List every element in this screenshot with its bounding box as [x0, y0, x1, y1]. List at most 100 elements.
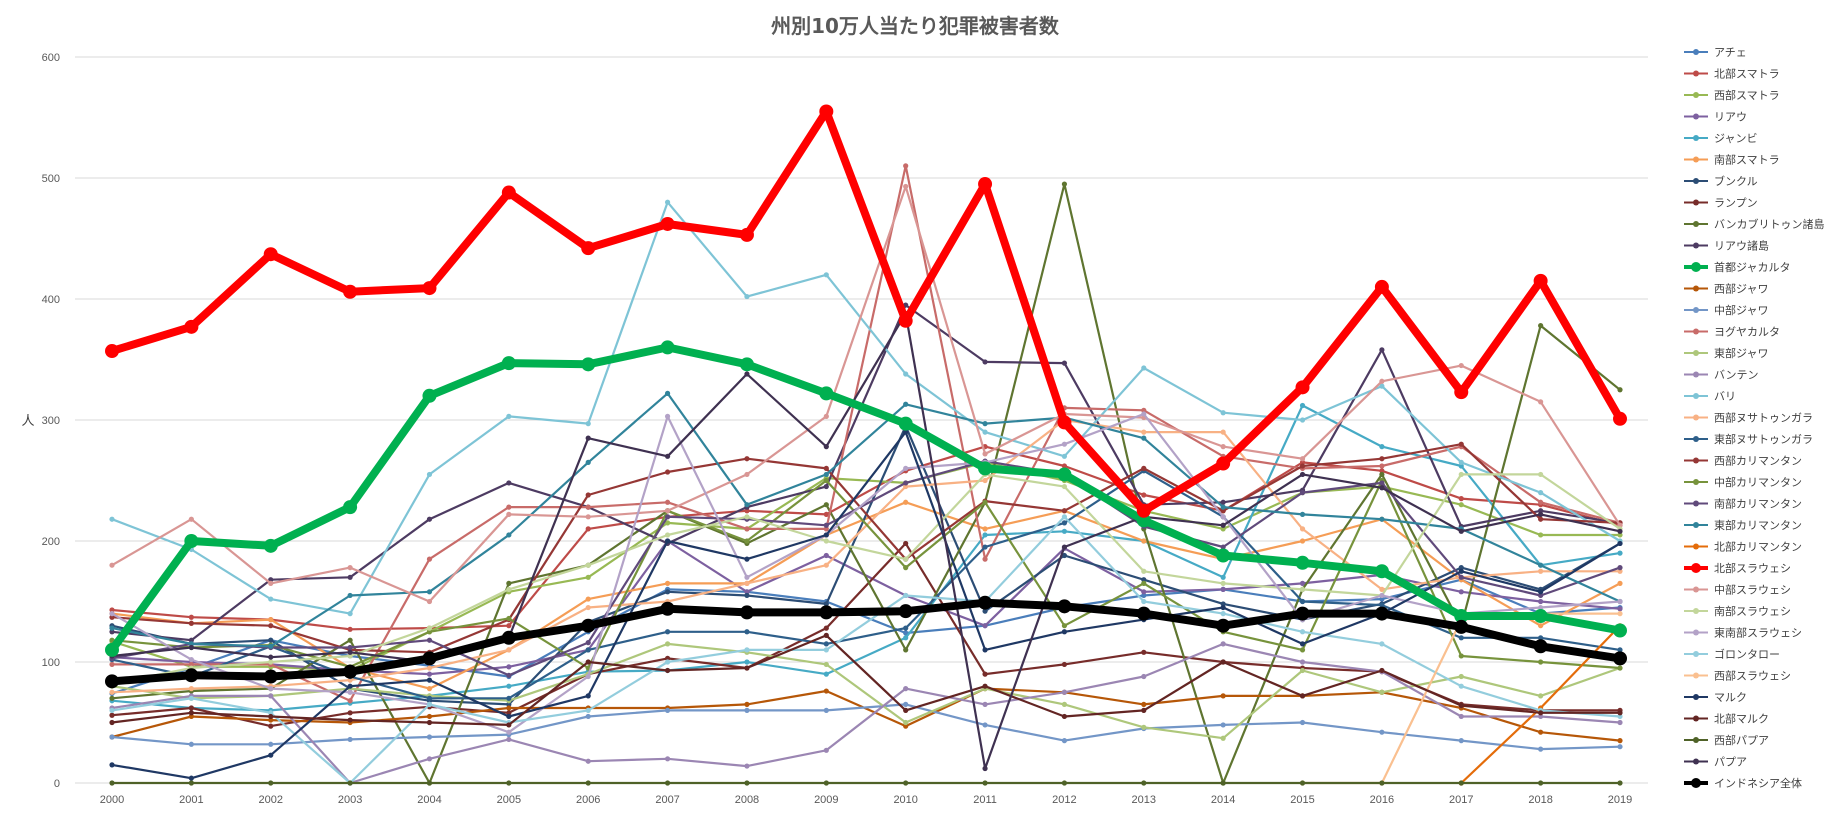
- legend-item: リアウ: [1684, 111, 1747, 124]
- data-point: [1538, 471, 1544, 478]
- data-point: [664, 780, 671, 786]
- legend-item: 西部ジャワ: [1684, 282, 1768, 296]
- data-point: [1538, 713, 1544, 720]
- legend-item: 中部カリマンタン: [1684, 475, 1802, 489]
- data-point: [585, 596, 591, 602]
- data-point: [1454, 609, 1469, 624]
- data-point: [903, 635, 909, 641]
- data-point: [1299, 647, 1306, 653]
- legend-item: バリ: [1684, 390, 1736, 403]
- data-point: [506, 672, 512, 678]
- legend-marker: [1693, 715, 1699, 722]
- data-point: [109, 562, 115, 568]
- data-point: [1617, 606, 1623, 612]
- data-point: [188, 614, 194, 620]
- data-point: [1533, 609, 1548, 624]
- data-point: [664, 413, 671, 419]
- data-point: [1538, 746, 1544, 752]
- legend-label: 西部スマトラ: [1714, 88, 1780, 102]
- data-point: [744, 629, 750, 635]
- data-point: [109, 661, 115, 668]
- data-point: [744, 665, 750, 671]
- data-point: [1379, 641, 1385, 647]
- legend-marker: [1693, 436, 1699, 442]
- data-point: [1061, 780, 1068, 786]
- data-point: [347, 780, 353, 786]
- data-point: [1617, 568, 1623, 574]
- data-point: [1299, 463, 1306, 469]
- data-point: [739, 605, 754, 620]
- data-point: [109, 625, 115, 631]
- data-point: [1141, 411, 1147, 417]
- data-point: [343, 664, 358, 679]
- data-point: [268, 654, 274, 660]
- data-point: [426, 625, 433, 631]
- data-point: [585, 673, 591, 680]
- data-point: [1061, 520, 1068, 526]
- data-point: [585, 640, 591, 646]
- data-point: [1379, 689, 1385, 695]
- data-point: [903, 630, 909, 636]
- data-point: [823, 413, 829, 419]
- data-point: [1617, 528, 1623, 534]
- data-point: [823, 661, 829, 668]
- data-point: [184, 319, 199, 334]
- data-point: [1538, 635, 1544, 641]
- data-point: [982, 451, 988, 457]
- data-point: [903, 780, 909, 786]
- data-point: [585, 758, 591, 764]
- data-point: [664, 707, 671, 714]
- legend-item: 東部ヌサトゥンガラ: [1684, 432, 1813, 446]
- legend-item: 首都ジャカルタ: [1684, 260, 1790, 274]
- data-point: [982, 499, 988, 505]
- data-point: [744, 580, 750, 586]
- data-point: [1538, 323, 1544, 329]
- data-point: [1216, 456, 1231, 471]
- data-point: [585, 514, 591, 520]
- data-point: [1458, 496, 1464, 502]
- data-point: [1220, 722, 1226, 728]
- data-point: [426, 637, 433, 643]
- data-point: [664, 453, 671, 459]
- legend-item: 南部スラウェシ: [1684, 604, 1791, 618]
- data-point: [982, 526, 988, 532]
- data-point: [823, 688, 829, 694]
- data-point: [1136, 606, 1151, 621]
- data-point: [268, 637, 274, 643]
- data-point: [1458, 463, 1464, 469]
- legend-item: マルク: [1684, 691, 1747, 704]
- data-point: [506, 695, 512, 701]
- x-tick-label: 2017: [1449, 794, 1473, 806]
- data-point: [1061, 360, 1068, 366]
- data-point: [1379, 586, 1385, 593]
- data-point: [823, 526, 829, 532]
- data-point: [105, 674, 119, 689]
- data-point: [506, 511, 512, 517]
- data-point: [1220, 735, 1226, 741]
- legend-item: 西部パプア: [1684, 733, 1769, 747]
- data-point: [744, 574, 750, 580]
- data-point: [664, 514, 671, 520]
- x-tick-label: 2007: [655, 794, 679, 806]
- data-point: [903, 625, 909, 631]
- legend-marker: [1693, 221, 1699, 227]
- x-tick-label: 2018: [1528, 794, 1552, 806]
- data-point: [1299, 780, 1306, 786]
- data-point: [585, 604, 591, 611]
- data-point: [347, 736, 353, 743]
- data-point: [1374, 279, 1389, 294]
- data-point: [1454, 385, 1469, 400]
- data-point: [188, 780, 194, 786]
- legend-item: バンテン: [1684, 369, 1759, 382]
- data-point: [1617, 580, 1623, 586]
- data-point: [1538, 598, 1544, 605]
- data-point: [903, 465, 909, 471]
- data-point: [426, 629, 433, 635]
- legend-item: ジャンビ: [1684, 132, 1757, 145]
- data-point: [105, 344, 119, 359]
- series-line: [110, 201, 1622, 615]
- data-point: [1458, 441, 1464, 447]
- data-point: [188, 641, 194, 647]
- legend-marker: [1693, 608, 1699, 614]
- data-point: [188, 644, 194, 651]
